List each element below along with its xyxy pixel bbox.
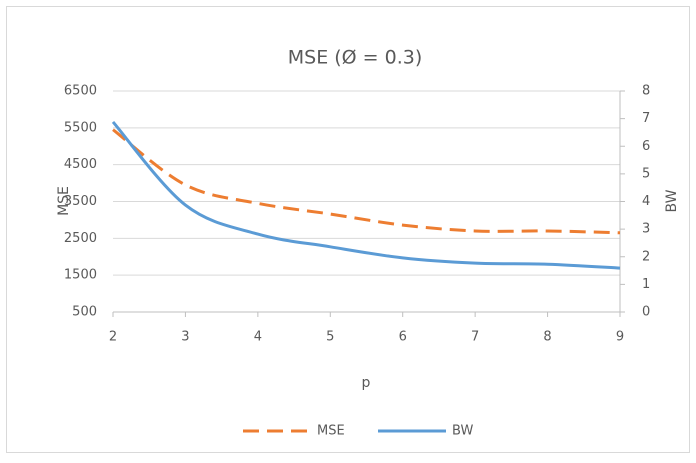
x-axis-title: p — [362, 375, 371, 391]
x-tick-label: 4 — [254, 330, 262, 345]
y-tick-label: 500 — [72, 305, 97, 320]
y-tick-label: 1500 — [64, 268, 97, 283]
y2-tick-label: 1 — [642, 277, 650, 292]
y-tick-label: 3500 — [64, 194, 97, 209]
y-tick-label: 2500 — [64, 231, 97, 246]
legend-label: BW — [452, 424, 473, 439]
y2-tick-label: 0 — [642, 305, 650, 320]
x-tick-label: 7 — [471, 330, 479, 345]
x-tick-label: 2 — [109, 330, 117, 345]
y-tick-label: 5500 — [64, 120, 97, 135]
x-tick-label: 8 — [543, 330, 551, 345]
chart-title: MSE (Ø = 0.3) — [288, 47, 423, 69]
y2-tick-label: 7 — [642, 111, 650, 126]
line-series — [112, 128, 621, 235]
y2-tick-label: 3 — [642, 222, 650, 237]
chart-frame — [6, 6, 690, 453]
y-tick-label: 4500 — [64, 157, 97, 172]
legend-label: MSE — [317, 424, 345, 439]
y-tick-label: 6500 — [64, 84, 97, 99]
x-tick-label: 3 — [181, 330, 189, 345]
y2-tick-label: 6 — [642, 139, 650, 154]
y2-axis-title: BW — [664, 189, 680, 212]
y-axis-title: MSE — [56, 186, 72, 216]
x-tick-label: 5 — [326, 330, 334, 345]
y2-tick-label: 8 — [642, 84, 650, 99]
y2-tick-label: 5 — [642, 166, 650, 181]
y2-tick-label: 4 — [642, 194, 650, 209]
line-series — [111, 120, 621, 270]
x-tick-label: 9 — [616, 330, 624, 345]
y2-tick-label: 2 — [642, 249, 650, 264]
x-tick-label: 6 — [399, 330, 407, 345]
